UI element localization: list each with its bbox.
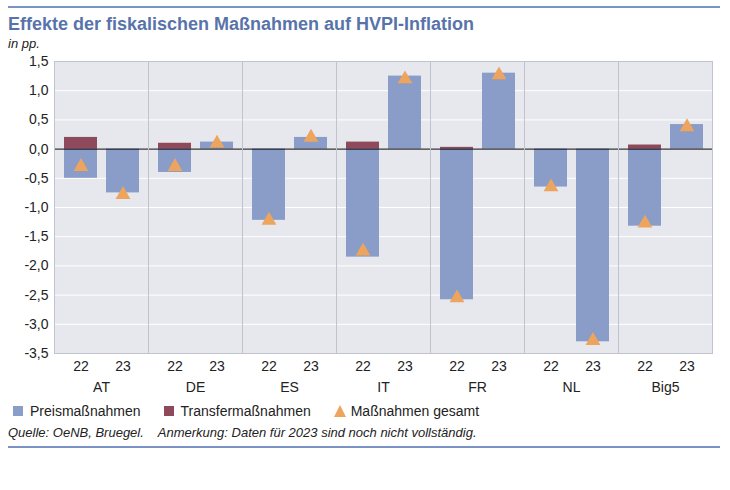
svg-text:0,0: 0,0 (29, 141, 49, 157)
svg-text:22: 22 (449, 358, 465, 374)
html-text:Maßnahmen gesamt: Maßnahmen gesamt (350, 403, 480, 419)
svg-text:22: 22 (355, 358, 371, 374)
svg-text:-2,0: -2,0 (24, 257, 48, 273)
svg-text:22: 22 (543, 358, 559, 374)
svg-text:23: 23 (679, 358, 695, 374)
svg-text:-1,0: -1,0 (24, 199, 48, 215)
svg-text:22: 22 (261, 358, 277, 374)
svg-text:23: 23 (585, 358, 601, 374)
svg-text:NL: NL (563, 379, 581, 395)
html-text:in pp.: in pp. (8, 36, 40, 51)
svg-text:23: 23 (397, 358, 413, 374)
svg-text:0,5: 0,5 (29, 111, 49, 127)
svg-text:-2,5: -2,5 (24, 287, 48, 303)
svg-text:AT: AT (93, 379, 110, 395)
html-text:Effekte der fiskalischen Maßna: Effekte der fiskalischen Maßnahmen auf H… (8, 14, 475, 34)
html-text:Preismaßnahmen: Preismaßnahmen (30, 403, 141, 419)
svg-text:-3,0: -3,0 (24, 316, 48, 332)
svg-text:23: 23 (303, 358, 319, 374)
svg-text:1,5: 1,5 (29, 53, 49, 69)
html-text:Quelle: OeNB, Bruegel. Anmerku: Quelle: OeNB, Bruegel. Anmerkung: Daten … (8, 425, 477, 440)
svg-text:23: 23 (491, 358, 507, 374)
svg-text:23: 23 (115, 358, 131, 374)
svg-text:Big5: Big5 (651, 379, 679, 395)
svg-text:FR: FR (468, 379, 487, 395)
html-text:Transfermaßnahmen: Transfermaßnahmen (180, 403, 311, 419)
svg-text:22: 22 (167, 358, 183, 374)
svg-text:-0,5: -0,5 (24, 170, 48, 186)
svg-text:23: 23 (209, 358, 225, 374)
svg-text:22: 22 (73, 358, 89, 374)
svg-text:-3,5: -3,5 (24, 345, 48, 361)
svg-text:ES: ES (280, 379, 299, 395)
svg-text:DE: DE (186, 379, 205, 395)
svg-text:1,0: 1,0 (29, 82, 49, 98)
svg-text:22: 22 (637, 358, 653, 374)
svg-text:IT: IT (377, 379, 390, 395)
svg-text:-1,5: -1,5 (24, 228, 48, 244)
